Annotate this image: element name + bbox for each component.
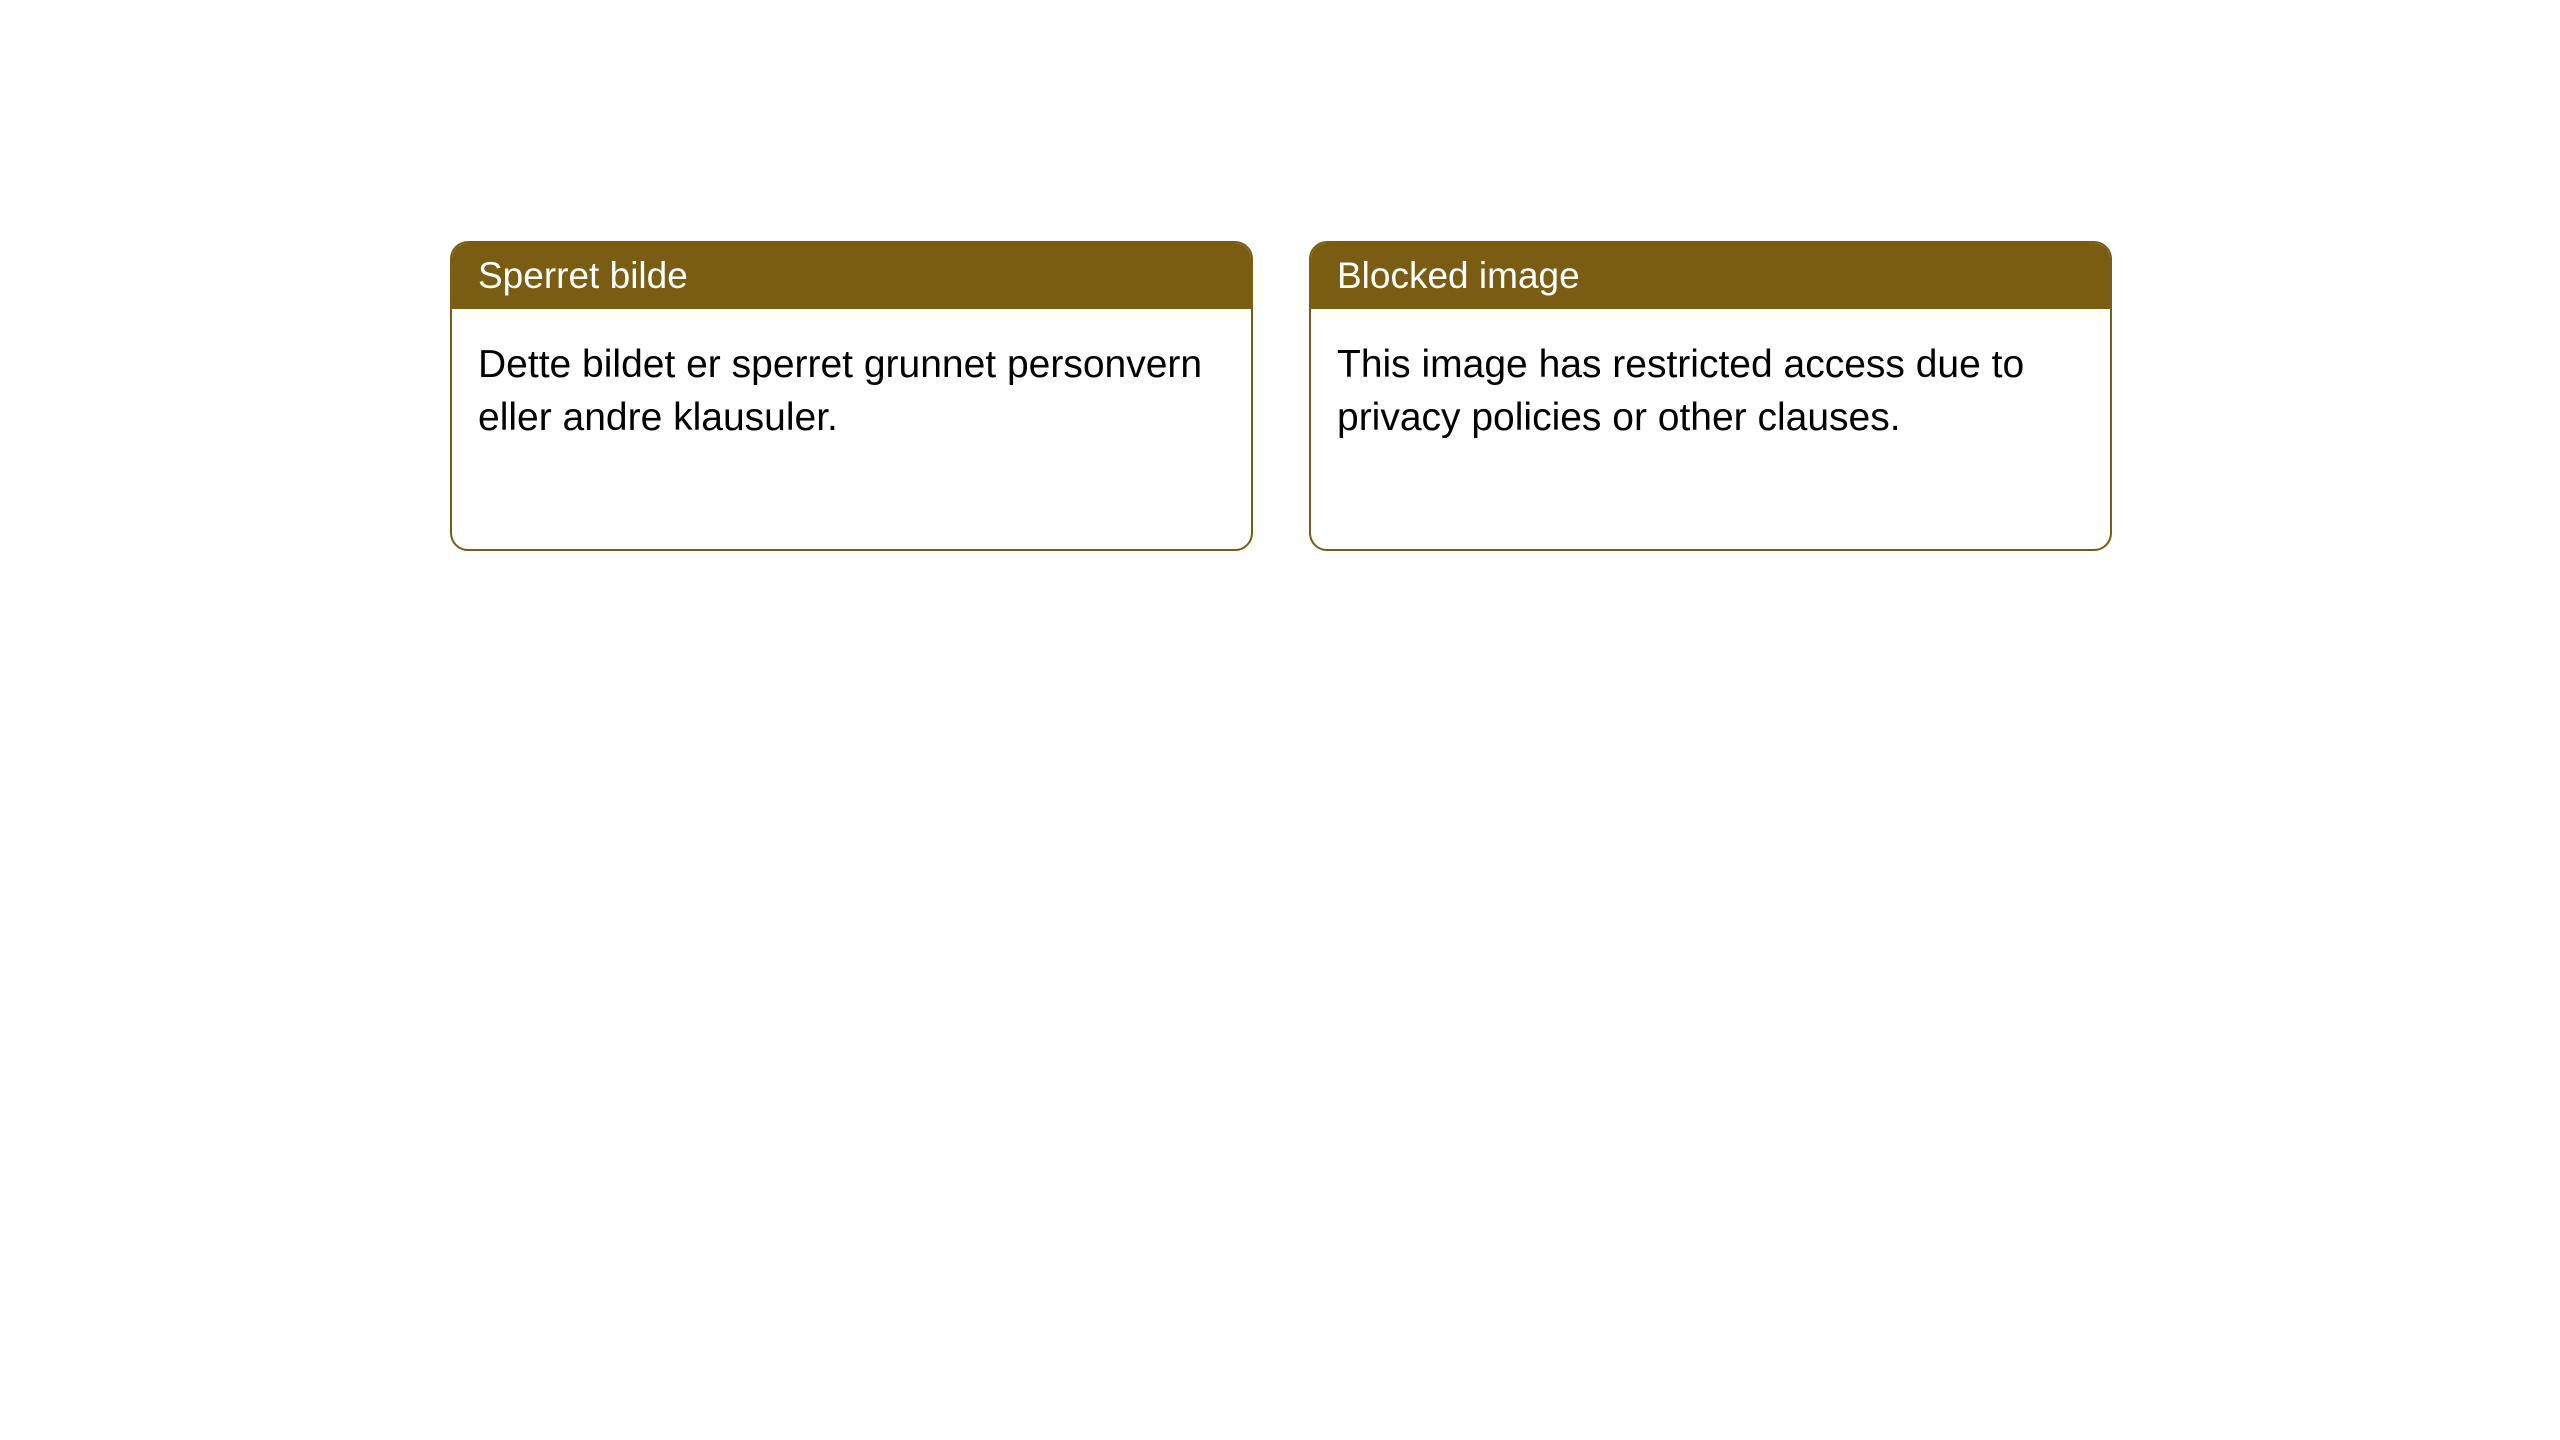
notice-body-english: This image has restricted access due to … (1311, 309, 2110, 549)
notice-title-norwegian: Sperret bilde (452, 243, 1251, 309)
notice-card-english: Blocked image This image has restricted … (1309, 241, 2112, 551)
notice-title-english: Blocked image (1311, 243, 2110, 309)
notice-body-norwegian: Dette bildet er sperret grunnet personve… (452, 309, 1251, 549)
notice-card-norwegian: Sperret bilde Dette bildet er sperret gr… (450, 241, 1253, 551)
notice-container: Sperret bilde Dette bildet er sperret gr… (450, 241, 2112, 551)
